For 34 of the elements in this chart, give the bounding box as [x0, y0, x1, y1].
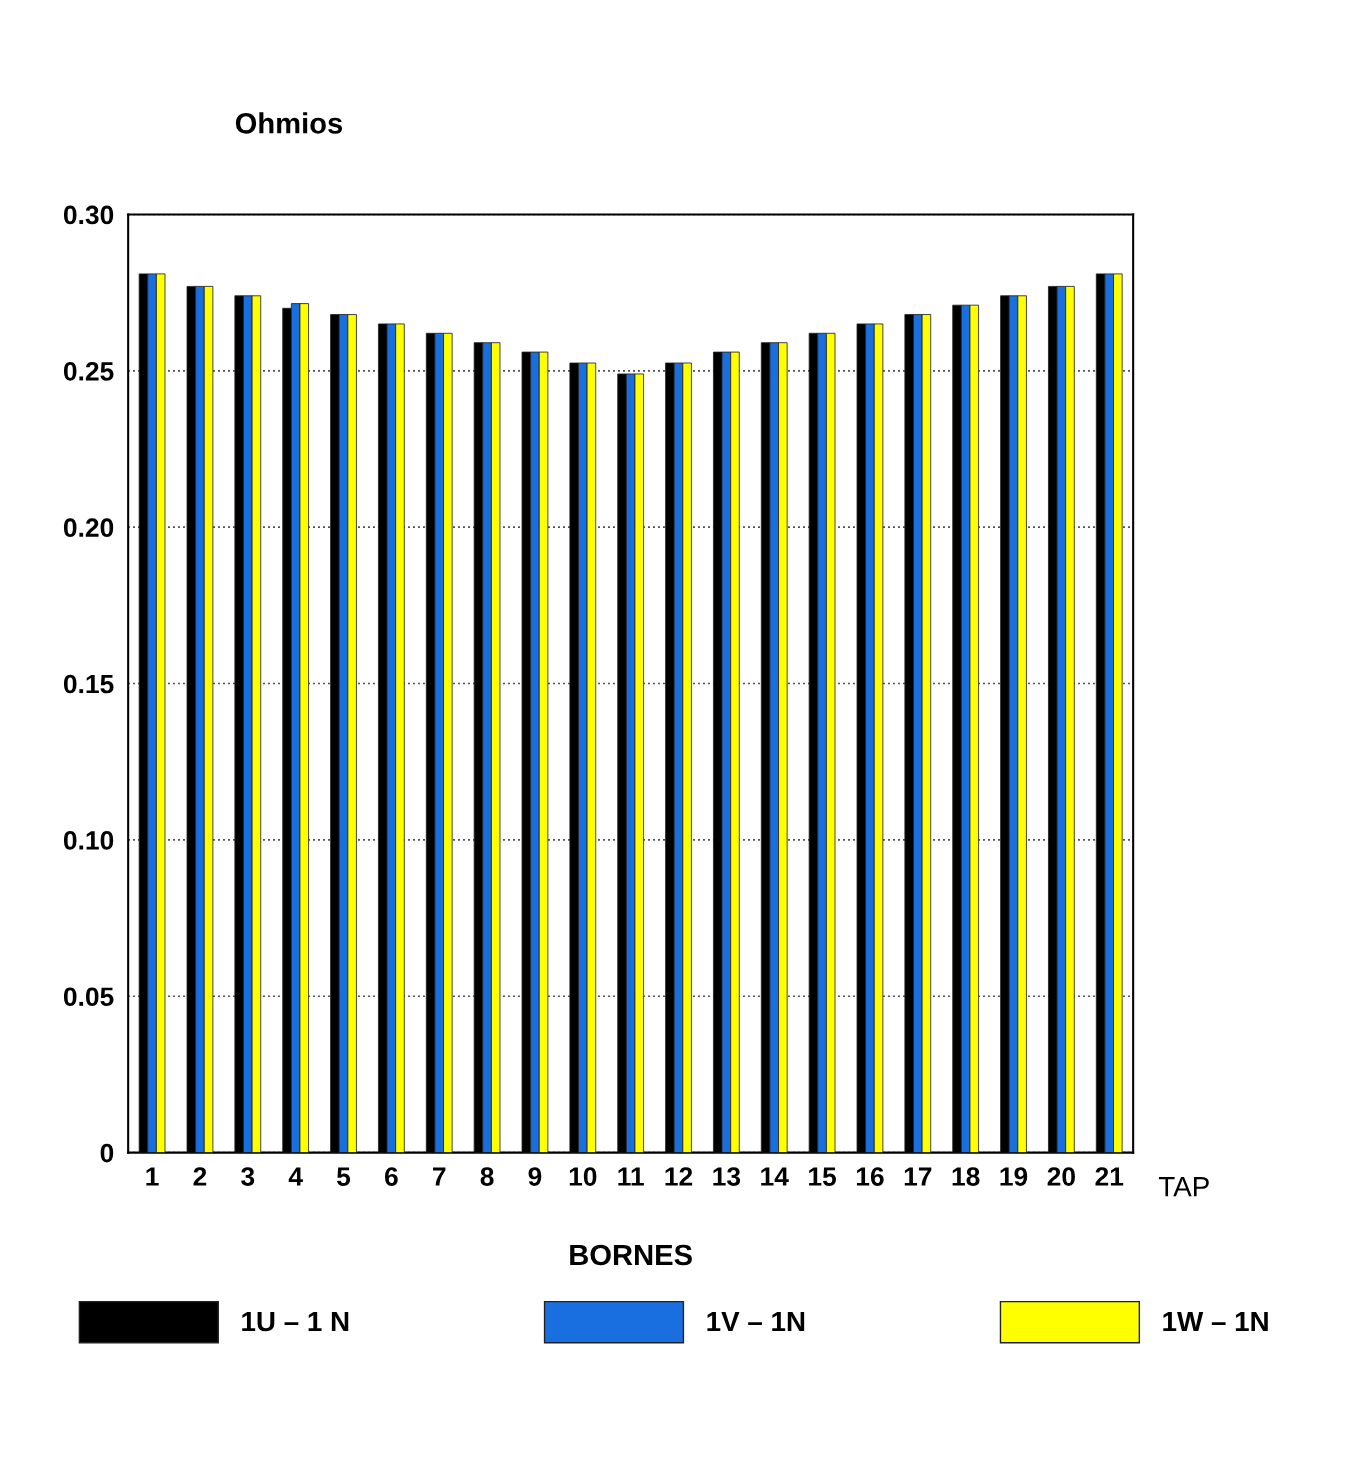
x-tick-label: 12 — [665, 1167, 693, 1186]
x-tick-label: 8 — [480, 1167, 494, 1186]
text: TAP — [1158, 1177, 1209, 1197]
x-tick-label: 6 — [385, 1167, 398, 1186]
x-tick-label: 1 — [146, 1167, 159, 1186]
x-tick-label: 13 — [713, 1167, 741, 1186]
x-tick-label: 5 — [336, 1167, 351, 1186]
y-tick-label: 0.20 — [63, 518, 114, 538]
legend-label: 1V – 1N — [707, 1311, 805, 1332]
x-tick-label: 17 — [904, 1167, 932, 1186]
x-tick-label: 11 — [618, 1167, 644, 1186]
x-tick-label: 20 — [1047, 1167, 1075, 1186]
x-tick-label: 7 — [433, 1167, 446, 1186]
x-tick-label: 14 — [761, 1167, 789, 1186]
x-tick-label: 16 — [856, 1167, 884, 1186]
x-tick-label: 3 — [241, 1167, 255, 1186]
y-tick-label: 0.05 — [63, 987, 114, 1007]
x-tick-label: 18 — [952, 1167, 980, 1186]
y-tick-label: 0.25 — [63, 361, 114, 381]
legend-label: 1W – 1N — [1163, 1311, 1268, 1332]
x-tick-label: 21 — [1095, 1167, 1124, 1186]
y-tick-label: 0.15 — [63, 674, 114, 694]
x-tick-label: 15 — [809, 1167, 837, 1186]
y-tick-label: 0.10 — [63, 831, 114, 850]
x-tick-label: 10 — [569, 1167, 597, 1186]
x-tick-label: 2 — [193, 1167, 207, 1186]
legend-label: 1U – 1 N — [242, 1311, 349, 1332]
y-axis-title: Ohmios — [235, 112, 343, 134]
x-tick-label: 9 — [528, 1167, 542, 1186]
x-tick-label: 4 — [288, 1167, 303, 1186]
x-axis-title: BORNES — [570, 1244, 692, 1266]
y-tick-label: 0 — [100, 1143, 114, 1163]
y-tick-label: 0.30 — [63, 205, 114, 225]
x-tick-label: 19 — [1000, 1167, 1028, 1186]
